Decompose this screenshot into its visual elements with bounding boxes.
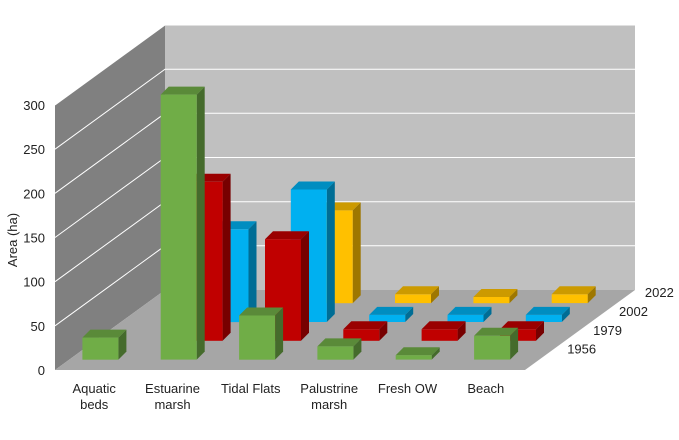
- bar-side: [431, 286, 439, 304]
- bar-top: [551, 286, 596, 295]
- bar-top: [500, 321, 544, 330]
- y-tick-label: 0: [38, 363, 45, 378]
- x-tick-label: beds: [80, 397, 109, 412]
- bar-side: [353, 338, 362, 360]
- bar-front: [343, 329, 380, 341]
- bar-top: [369, 306, 414, 315]
- bar-side: [248, 221, 257, 322]
- bar-side: [457, 321, 466, 341]
- bar-top: [395, 286, 439, 295]
- x-tick-label: Aquatic: [73, 381, 117, 396]
- bar-side: [509, 289, 518, 304]
- y-tick-label: 50: [31, 319, 45, 334]
- bar-side: [483, 306, 492, 322]
- y-tick-label: 100: [23, 275, 45, 290]
- bar-side: [405, 306, 414, 322]
- bar-top: [474, 327, 519, 336]
- gridline: [54, 24, 635, 106]
- bar-2022: [551, 286, 596, 304]
- bar-side: [275, 307, 284, 360]
- bar-side: [118, 329, 127, 360]
- bar-2002: [447, 306, 492, 322]
- bar-side: [196, 86, 205, 360]
- bar-front: [395, 294, 431, 304]
- series-label: 1979: [593, 323, 622, 338]
- bar-front: [160, 94, 197, 360]
- bar-front: [525, 314, 562, 322]
- y-tick-label: 150: [23, 231, 45, 246]
- bar-top: [82, 329, 127, 338]
- bar-top: [395, 347, 440, 356]
- bar-top: [473, 289, 518, 297]
- y-tick-label: 300: [23, 98, 45, 113]
- bar-front: [447, 314, 484, 322]
- labels: 050100150200250300AquaticbedsEstuarinema…: [23, 98, 674, 412]
- bar-front: [395, 355, 432, 360]
- bar-top: [239, 307, 284, 316]
- bar-1979: [343, 321, 388, 341]
- series-label: 2022: [645, 285, 674, 300]
- bar-top: [447, 306, 492, 315]
- x-tick-label: Fresh OW: [378, 381, 438, 396]
- x-tick-label: marsh: [154, 397, 190, 412]
- x-tick-label: Palustrine: [300, 381, 358, 396]
- series-label: 1956: [567, 342, 596, 357]
- bar-side: [536, 321, 544, 341]
- bar-side: [222, 173, 231, 341]
- x-tick-label: marsh: [311, 397, 347, 412]
- bar-1956: [239, 307, 284, 360]
- gridline: [54, 68, 635, 150]
- bar-side: [431, 347, 440, 360]
- bar-1956: [317, 338, 362, 360]
- bar-side: [587, 286, 596, 304]
- bar-top: [317, 338, 362, 347]
- y-axis-title: Area (ha): [5, 213, 20, 267]
- x-tick-label: Tidal Flats: [221, 381, 281, 396]
- bar-2002: [369, 306, 414, 322]
- bar-side: [510, 327, 519, 360]
- bar-front: [551, 294, 588, 304]
- bar-top: [343, 321, 388, 330]
- bar-side: [326, 181, 335, 322]
- bar-front: [317, 346, 354, 360]
- bar-1956: [474, 327, 519, 360]
- bar-front: [421, 329, 458, 341]
- x-tick-label: Estuarine: [145, 381, 200, 396]
- bar-side: [561, 306, 570, 322]
- bar-top: [525, 306, 570, 315]
- bar-1956: [82, 329, 127, 360]
- bar-front: [474, 335, 511, 360]
- series-label: 2002: [619, 304, 648, 319]
- bar-1979: [421, 321, 466, 341]
- bar-1956: [160, 86, 205, 360]
- bar-side: [379, 321, 388, 341]
- bar-2022: [395, 286, 439, 304]
- bar-front: [473, 297, 510, 304]
- bar-2002: [525, 306, 570, 322]
- y-tick-label: 200: [23, 186, 45, 201]
- bar-front: [82, 337, 119, 360]
- bar-top: [290, 181, 335, 190]
- bar-top: [421, 321, 466, 330]
- bar-side: [352, 202, 361, 304]
- bar-front: [369, 314, 406, 322]
- bar-top: [160, 86, 205, 95]
- bar-top: [265, 231, 309, 240]
- x-tick-label: Beach: [467, 381, 504, 396]
- bar-2022: [473, 289, 518, 304]
- bar-front: [239, 315, 276, 360]
- bar-side: [301, 231, 309, 341]
- y-tick-label: 250: [23, 142, 45, 157]
- bars: [82, 86, 596, 360]
- bar-1956: [395, 347, 440, 360]
